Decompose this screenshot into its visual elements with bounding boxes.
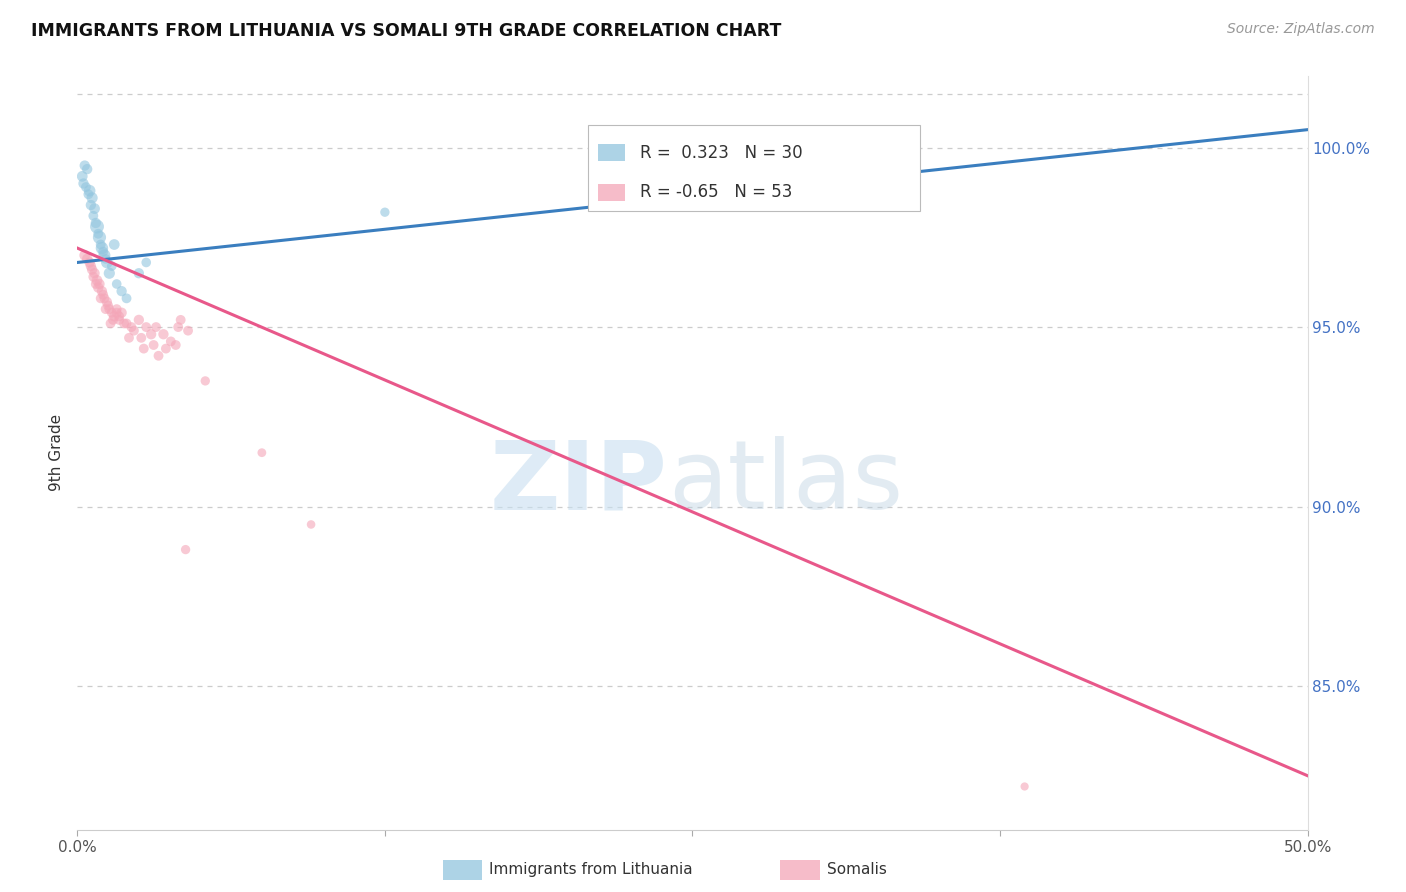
Point <box>98 302 121 317</box>
Point <box>129 331 153 345</box>
Text: IMMIGRANTS FROM LITHUANIA VS SOMALI 9TH GRADE CORRELATION CHART: IMMIGRANTS FROM LITHUANIA VS SOMALI 9TH … <box>31 22 782 40</box>
Point <box>122 324 145 338</box>
Point <box>93 291 115 305</box>
Point <box>89 230 111 244</box>
Point <box>135 320 157 334</box>
Point <box>91 287 114 301</box>
Point <box>112 317 135 331</box>
Point <box>148 349 170 363</box>
Point <box>101 259 124 273</box>
Point <box>89 277 111 291</box>
Point <box>103 310 125 324</box>
Point <box>141 327 163 342</box>
Point <box>128 313 150 327</box>
Point <box>111 284 132 298</box>
Point <box>135 255 157 269</box>
Point <box>145 320 167 334</box>
Point <box>142 338 165 352</box>
Text: R = -0.65   N = 53: R = -0.65 N = 53 <box>640 184 792 202</box>
Point <box>101 306 124 320</box>
Point <box>79 184 101 198</box>
Text: Immigrants from Lithuania: Immigrants from Lithuania <box>489 863 693 877</box>
Point <box>80 259 103 273</box>
Point <box>108 310 131 324</box>
Text: R =  0.323   N = 30: R = 0.323 N = 30 <box>640 144 803 161</box>
Point <box>1014 780 1036 794</box>
Point <box>82 262 104 277</box>
Point <box>155 342 177 356</box>
Point <box>90 291 112 305</box>
Point <box>82 191 104 205</box>
Text: Source: ZipAtlas.com: Source: ZipAtlas.com <box>1227 22 1375 37</box>
Point <box>128 266 150 280</box>
Point <box>160 334 183 349</box>
Point <box>94 252 117 266</box>
Point <box>90 237 112 252</box>
Point <box>79 255 101 269</box>
Point <box>73 248 96 262</box>
Point <box>132 342 155 356</box>
Point <box>177 324 200 338</box>
Point <box>118 331 141 345</box>
Point <box>98 266 121 280</box>
Point <box>103 237 125 252</box>
Point <box>84 216 107 230</box>
Y-axis label: 9th Grade: 9th Grade <box>49 414 65 491</box>
Point <box>115 291 138 305</box>
Point <box>80 198 103 212</box>
Point <box>83 202 105 216</box>
Point <box>100 317 122 331</box>
Point <box>97 299 120 313</box>
Point <box>105 302 128 317</box>
Point <box>165 338 187 352</box>
Point <box>174 542 197 557</box>
Point <box>72 177 94 191</box>
Point <box>76 252 98 266</box>
Point <box>299 517 322 532</box>
Point <box>108 313 131 327</box>
Point <box>83 266 105 280</box>
Point <box>250 445 273 459</box>
Point <box>82 209 104 223</box>
Text: Somalis: Somalis <box>827 863 887 877</box>
Point <box>90 241 114 255</box>
Point <box>86 273 108 287</box>
Point <box>374 205 396 219</box>
Bar <box>598 184 624 201</box>
Point <box>115 317 138 331</box>
Point <box>84 277 107 291</box>
Point <box>75 180 97 194</box>
Point <box>105 277 128 291</box>
Point <box>152 327 174 342</box>
Point <box>105 306 128 320</box>
Point <box>94 302 117 317</box>
Point <box>111 306 132 320</box>
Point <box>70 169 93 184</box>
FancyBboxPatch shape <box>588 125 920 211</box>
Point <box>96 294 118 309</box>
Point <box>167 320 190 334</box>
Bar <box>598 145 624 161</box>
Text: ZIP: ZIP <box>489 436 668 529</box>
Point <box>93 248 115 262</box>
Point <box>170 313 193 327</box>
Point <box>194 374 217 388</box>
Point <box>96 255 118 269</box>
Point <box>87 227 110 241</box>
Point <box>82 269 104 284</box>
Point <box>121 320 143 334</box>
Point <box>76 162 98 177</box>
Point <box>73 159 96 173</box>
Text: atlas: atlas <box>668 436 903 529</box>
Point <box>101 313 124 327</box>
Point <box>86 219 108 234</box>
Point <box>87 280 110 294</box>
Point <box>77 187 100 202</box>
Point <box>90 284 114 298</box>
Point <box>91 244 114 259</box>
